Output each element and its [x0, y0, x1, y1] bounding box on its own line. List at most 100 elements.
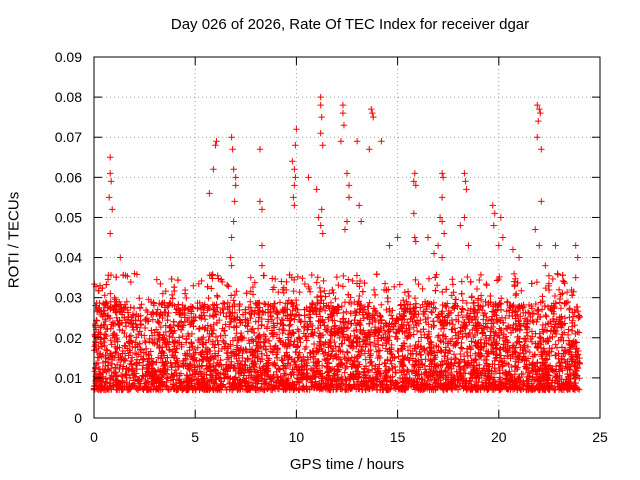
data-point — [529, 368, 537, 375]
data-point — [561, 279, 568, 287]
data-point — [310, 340, 318, 348]
data-point — [543, 365, 551, 373]
data-point — [559, 290, 566, 297]
data-point — [488, 320, 495, 327]
data-point — [524, 309, 532, 316]
data-point — [131, 383, 139, 390]
data-point — [566, 306, 573, 313]
data-point — [267, 343, 274, 350]
data-point — [290, 303, 297, 310]
data-point — [373, 271, 380, 278]
data-point — [400, 297, 407, 304]
data-point — [371, 323, 379, 331]
data-point — [468, 294, 475, 301]
data-point — [444, 340, 451, 347]
data-point — [361, 350, 369, 357]
data-point — [261, 300, 268, 308]
data-point — [148, 332, 156, 339]
data-point — [496, 370, 504, 377]
data-point — [371, 291, 379, 299]
data-point — [248, 308, 256, 315]
data-point — [557, 305, 565, 312]
data-point — [234, 386, 241, 394]
data-point — [211, 341, 219, 349]
data-point — [458, 290, 465, 297]
data-point — [487, 292, 494, 300]
data-point — [283, 343, 290, 350]
data-point — [532, 368, 540, 376]
data-point — [339, 340, 346, 347]
data-point — [533, 318, 540, 326]
data-point — [103, 332, 110, 340]
data-point — [517, 313, 524, 320]
data-point — [391, 354, 398, 362]
data-point — [387, 312, 395, 319]
data-point — [198, 335, 206, 343]
data-point — [465, 359, 472, 366]
data-point — [343, 359, 350, 367]
data-point — [198, 277, 205, 285]
data-point — [267, 348, 275, 355]
data-point — [542, 312, 549, 319]
data-point — [342, 319, 349, 326]
data-point — [161, 308, 168, 316]
data-point — [349, 277, 356, 285]
data-point — [223, 349, 230, 357]
data-point — [324, 323, 332, 331]
data-point — [413, 327, 421, 335]
data-point — [463, 313, 471, 321]
data-point — [493, 351, 501, 359]
data-point — [394, 347, 401, 355]
data-point — [449, 321, 457, 328]
data-point — [296, 288, 303, 296]
data-point — [338, 376, 345, 383]
data-point — [512, 291, 520, 299]
data-point — [422, 356, 429, 363]
data-point — [202, 344, 210, 352]
data-point — [354, 358, 362, 366]
data-point — [265, 318, 272, 325]
data-point — [151, 340, 158, 347]
data-point — [340, 315, 347, 322]
data-point — [287, 310, 294, 318]
data-point — [284, 306, 291, 313]
data-point — [188, 308, 195, 315]
data-point — [300, 330, 308, 337]
data-point — [381, 360, 389, 367]
data-point — [568, 327, 576, 335]
data-point — [422, 319, 430, 326]
data-point — [424, 300, 431, 307]
data-point — [213, 319, 221, 327]
data-point — [92, 338, 99, 346]
data-point — [505, 361, 512, 369]
data-point — [314, 274, 321, 281]
data-point — [430, 322, 438, 329]
data-point — [492, 384, 499, 392]
data-point — [254, 348, 261, 355]
data-point — [332, 329, 339, 336]
data-point — [494, 318, 501, 326]
data-point — [111, 294, 118, 301]
data-point — [146, 355, 153, 362]
data-point — [317, 341, 324, 349]
data-point — [105, 367, 113, 374]
data-point — [398, 360, 406, 368]
data-point — [348, 354, 355, 361]
data-point — [326, 339, 333, 347]
data-point — [274, 345, 281, 353]
data-point — [229, 303, 236, 310]
data-point — [276, 337, 284, 344]
data-point — [119, 373, 126, 380]
data-point — [576, 386, 583, 393]
data-point — [565, 326, 572, 333]
data-point — [546, 345, 553, 352]
data-point — [178, 378, 185, 386]
data-point — [232, 374, 239, 381]
data-point — [98, 322, 105, 329]
data-point — [322, 293, 329, 300]
data-point — [303, 337, 310, 344]
data-point — [542, 284, 549, 292]
data-point — [491, 357, 498, 365]
data-point — [545, 368, 552, 375]
data-point — [340, 309, 347, 317]
